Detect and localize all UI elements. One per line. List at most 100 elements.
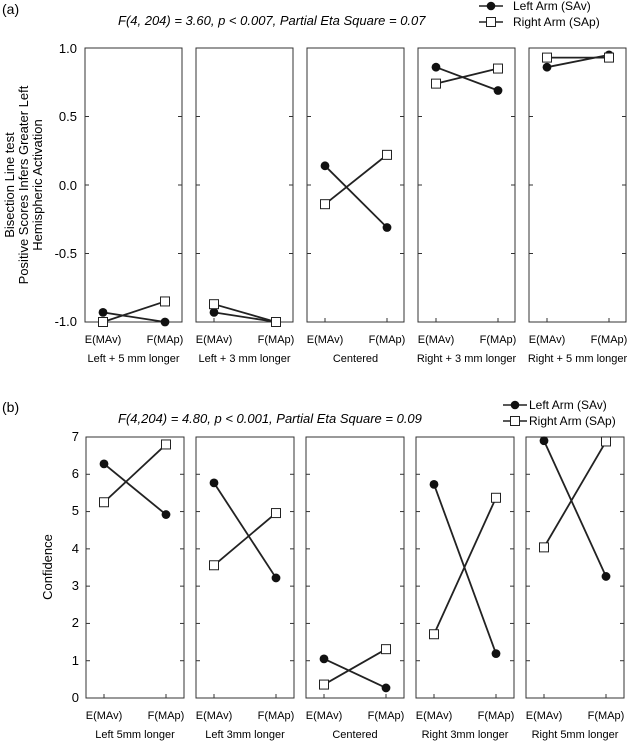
point-left-arm — [431, 62, 441, 72]
y-tick-a-4: -0.5 — [55, 246, 77, 261]
legend-a-label-right: Right Arm (SAp) — [513, 15, 600, 29]
panel-xlabel: Centered — [333, 353, 378, 365]
y-tick-a-5: -1.0 — [55, 314, 77, 329]
x-tick-label: F(MAp) — [480, 334, 517, 346]
panel-a-5: E(MAv) F(MAp) Right + 5 mm longer — [528, 47, 628, 365]
legend-b: Left Arm (SAv) Right Arm (SAp) — [503, 398, 616, 428]
y-axis-a: 1.0 0.5 0.0 -0.5 -1.0 Bisection Line tes… — [2, 41, 77, 329]
point-right-arm — [99, 497, 109, 508]
series-right-arm-line — [324, 154, 388, 205]
legend-a-marker-left — [486, 1, 496, 11]
panel-b-5: E(MAv) F(MAp) Right 5mm longer — [525, 436, 625, 741]
panel-frame — [415, 436, 515, 699]
point-left-arm — [319, 654, 329, 664]
panel-xlabel: Right + 5 mm longer — [528, 353, 628, 365]
y-tick-b-7: 1 — [72, 653, 79, 668]
point-left-arm — [320, 161, 330, 171]
point-right-arm — [429, 629, 439, 640]
legend-a-marker-right — [486, 17, 496, 27]
point-right-arm — [601, 436, 611, 447]
series-right-arm-line — [213, 512, 277, 566]
panel-b-1: E(MAv) F(MAp) Left 5mm longer — [85, 436, 185, 741]
point-right-arm — [209, 299, 219, 310]
y-tick-b-2: 6 — [72, 466, 79, 481]
series-right-arm-line — [435, 67, 499, 85]
series-right-arm-line — [103, 443, 167, 503]
series-left-arm-line — [213, 482, 277, 579]
panel-a-3: E(MAv) F(MAp) Centered — [306, 47, 405, 365]
x-tick-label: E(MAv) — [416, 710, 452, 722]
point-left-arm — [160, 317, 170, 327]
panel-b-3: E(MAv) F(MAp) Centered — [305, 436, 405, 741]
series-left-arm-line — [435, 66, 499, 92]
point-right-arm — [271, 317, 281, 327]
panel-xlabel: Right 5mm longer — [532, 729, 619, 741]
x-tick-label: F(MAp) — [258, 334, 295, 346]
chart-title-a: F(4, 204) = 3.60, p < 0.007, Partial Eta… — [118, 13, 426, 28]
x-tick-label: E(MAv) — [306, 710, 342, 722]
x-tick-label: E(MAv) — [529, 334, 565, 346]
series-left-arm-line — [213, 311, 277, 323]
legend-b-marker-right — [510, 416, 520, 426]
panel-xlabel: Left + 5 mm longer — [87, 353, 179, 365]
point-right-arm — [271, 508, 281, 519]
point-left-arm — [493, 86, 503, 95]
series-right-arm-line — [213, 303, 277, 323]
point-right-arm — [381, 644, 391, 655]
panel-frame — [525, 436, 625, 699]
point-right-arm — [493, 63, 503, 74]
series-right-arm-line — [323, 648, 387, 686]
x-tick-label: E(MAv) — [86, 710, 122, 722]
panel-frame — [306, 47, 405, 323]
y-axis-b: 7 6 5 4 3 2 1 0 Confidence — [40, 429, 79, 705]
x-tick-label: E(MAv) — [85, 334, 121, 346]
x-tick-label: F(MAp) — [591, 334, 628, 346]
y-tick-b-5: 3 — [72, 578, 79, 593]
x-tick-label: E(MAv) — [307, 334, 343, 346]
point-left-arm — [271, 573, 281, 583]
legend-b-label-left: Left Arm (SAv) — [529, 398, 607, 412]
x-tick-label: F(MAp) — [258, 710, 295, 722]
point-left-arm — [601, 572, 611, 581]
point-right-arm — [209, 560, 219, 571]
panel-a-2: E(MAv) F(MAp) Left + 3 mm longer — [195, 47, 295, 365]
point-right-arm — [319, 679, 329, 690]
x-tick-label: E(MAv) — [418, 334, 454, 346]
point-left-arm — [382, 223, 392, 232]
point-right-arm — [542, 52, 552, 63]
panel-a-4: E(MAv) F(MAp) Right + 3 mm longer — [417, 47, 517, 365]
y-tick-b-6: 2 — [72, 615, 79, 630]
legend-b-label-right: Right Arm (SAp) — [529, 414, 616, 428]
panel-frame — [195, 436, 295, 699]
x-tick-label: E(MAv) — [196, 334, 232, 346]
y-label-a-line-2: Positive Scores Infers Greater Left — [16, 85, 31, 284]
chart-title-b: F(4,204) = 4.80, p < 0.001, Partial Eta … — [118, 411, 422, 426]
point-right-arm — [160, 296, 170, 307]
panel-frame — [305, 436, 405, 699]
y-tick-b-3: 5 — [72, 503, 79, 518]
point-left-arm — [491, 649, 501, 659]
point-right-arm — [491, 492, 501, 503]
x-tick-label: F(MAp) — [147, 334, 184, 346]
point-left-arm — [542, 62, 552, 72]
panel-b-2: E(MAv) F(MAp) Left 3mm longer — [195, 436, 295, 741]
figure-a: (a) F(4, 204) = 3.60, p < 0.007, Partial… — [2, 0, 628, 365]
panel-a-1: E(MAv) F(MAp) Left + 5 mm longer — [84, 47, 184, 365]
panel-frame — [195, 47, 294, 323]
panel-label-b: (b) — [2, 399, 19, 415]
y-label-b: Confidence — [40, 534, 55, 600]
y-label-a: Bisection Line test Positive Scores Infe… — [2, 85, 45, 284]
x-tick-label: E(MAv) — [196, 710, 232, 722]
series-right-arm-line — [102, 300, 166, 323]
figure-b: (b) F(4,204) = 4.80, p < 0.001, Partial … — [2, 398, 625, 741]
y-tick-b-8: 0 — [72, 690, 79, 705]
point-left-arm — [98, 308, 108, 317]
series-left-arm-line — [323, 658, 387, 689]
panels-b: E(MAv) F(MAp) Left 5mm longer E(MAv) F(MAp) L… — [85, 436, 625, 741]
point-right-arm — [98, 317, 108, 327]
series-left-arm-line — [324, 165, 388, 229]
y-tick-b-1: 7 — [72, 429, 79, 444]
x-tick-label: F(MAp) — [588, 710, 625, 722]
y-tick-a-3: 0.0 — [59, 178, 77, 193]
